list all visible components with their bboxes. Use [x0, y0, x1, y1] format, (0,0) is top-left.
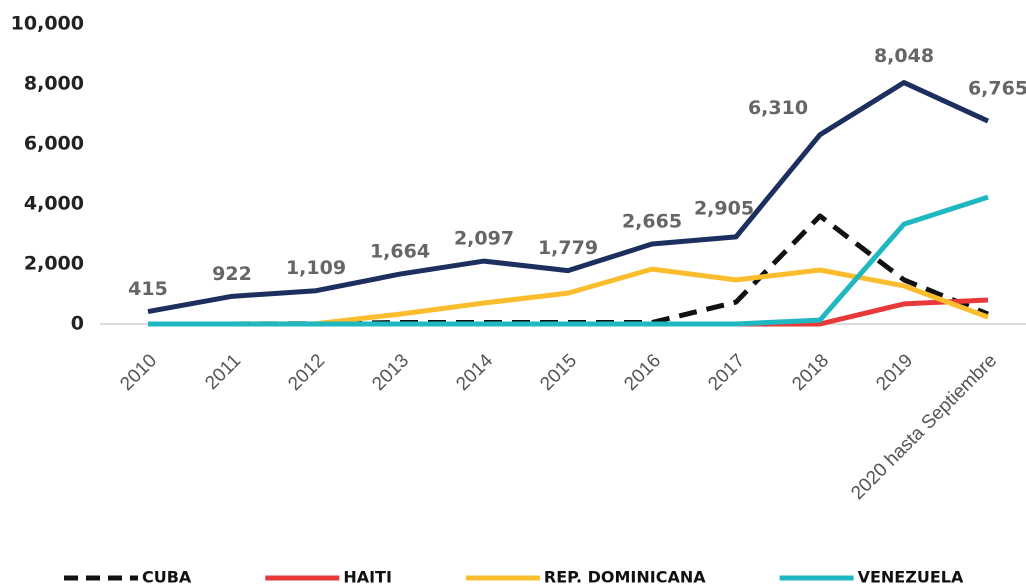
legend-label: HAITI: [343, 568, 392, 587]
y-tick-label: 4,000: [24, 193, 84, 215]
value-label: 2,905: [694, 197, 754, 219]
value-label: 6,310: [748, 97, 808, 119]
x-tick-label: 2016: [620, 350, 665, 395]
legend-label: VENEZUELA: [858, 568, 964, 587]
value-label: 8,048: [874, 45, 934, 67]
value-label: 2,097: [454, 228, 514, 250]
y-tick-label: 8,000: [24, 73, 84, 95]
x-tick-label: 2012: [284, 350, 329, 395]
x-tick-label: 2019: [872, 350, 917, 395]
value-label: 2,665: [622, 211, 682, 233]
value-label: 1,779: [538, 237, 598, 259]
x-tick-label: 2018: [788, 350, 833, 395]
legend-label: CUBA: [142, 568, 192, 587]
value-label: 6,765: [968, 78, 1026, 100]
x-tick-label: 2010: [116, 350, 161, 395]
y-tick-label: 0: [71, 313, 84, 335]
value-label: 1,664: [370, 241, 430, 263]
series-line: [147, 80, 990, 315]
value-label: 1,109: [286, 257, 346, 279]
x-tick-label: 2013: [368, 350, 413, 395]
value-label: 415: [128, 278, 168, 300]
legend-label: REP. DOMINICANA: [544, 568, 706, 587]
series-line: [148, 194, 989, 327]
x-tick-label: 2011: [201, 350, 245, 394]
x-tick-label: 2014: [452, 350, 497, 395]
value-label: 922: [212, 263, 252, 285]
x-tick-label: 2015: [536, 350, 581, 395]
y-tick-label: 6,000: [24, 133, 84, 155]
y-tick-label: 10,000: [11, 13, 84, 35]
y-tick-label: 2,000: [24, 253, 84, 275]
x-tick-label: 2017: [704, 350, 749, 395]
x-tick-label: 2020 hasta Septiembre: [847, 350, 1001, 504]
